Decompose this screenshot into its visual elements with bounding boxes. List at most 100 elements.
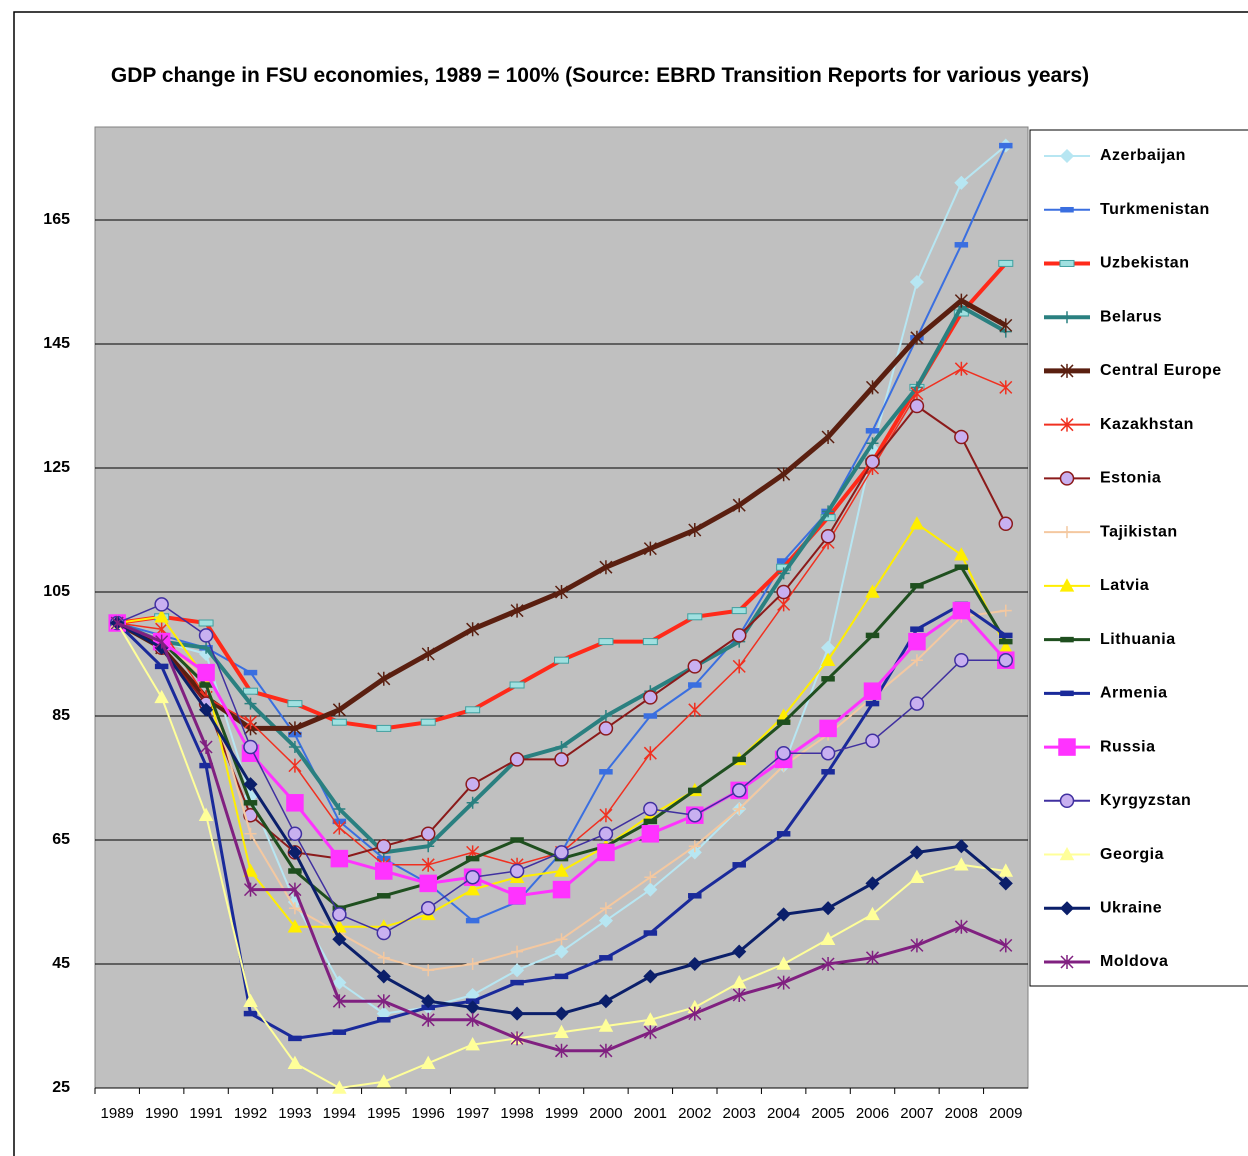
marker [687,613,703,621]
marker [287,1055,303,1069]
marker [376,1074,392,1088]
marker [376,925,392,941]
marker [554,1006,569,1021]
marker [332,975,347,990]
marker [465,1037,480,1051]
marker [288,721,302,736]
marker [1060,636,1074,643]
marker [998,259,1014,267]
marker [910,583,924,589]
marker [732,756,746,763]
marker [1060,955,1074,969]
marker [733,803,746,815]
marker [999,142,1013,149]
legend-label: Moldova [1100,953,1168,970]
marker [822,505,835,518]
marker [333,803,346,815]
marker [642,638,658,646]
marker [288,902,301,915]
marker [688,523,702,537]
marker [244,827,257,840]
marker [865,700,880,707]
marker [910,626,924,632]
marker [599,808,613,823]
marker [687,956,702,972]
marker [643,541,657,556]
marker [510,963,525,978]
legend-label: Tajikistan [1100,523,1178,540]
marker [199,682,213,688]
x-tick-label: 2007 [900,1105,933,1122]
x-tick-label: 1991 [189,1105,222,1122]
x-tick-label: 2004 [767,1105,800,1122]
plot-area [94,126,1029,1089]
marker [1059,901,1075,916]
marker [330,849,349,868]
y-tick-label: 85 [52,707,70,724]
marker [420,826,436,842]
marker [732,659,746,674]
marker [1060,206,1074,213]
marker [732,498,746,513]
marker [909,845,924,860]
marker [1059,578,1075,592]
legend-label: Lithuania [1100,631,1176,648]
marker [954,652,969,668]
marker [422,840,435,853]
marker [243,882,258,897]
marker [419,874,437,893]
marker [1060,363,1074,378]
marker [288,868,302,874]
marker [243,800,258,806]
x-tick-label: 2008 [945,1105,978,1122]
marker [909,398,925,414]
marker [954,547,969,561]
marker [643,818,658,825]
marker [688,787,702,794]
marker [510,837,524,843]
marker [377,671,391,686]
marker [865,632,880,639]
marker [643,1012,658,1026]
marker [821,676,835,682]
marker [376,724,392,732]
marker [554,845,569,860]
legend-label: Estonia [1100,470,1161,487]
marker [865,876,880,891]
chart-title: GDP change in FSU economies, 1989 = 100%… [110,64,1090,87]
marker [286,794,304,812]
marker [243,1010,258,1017]
marker [465,776,480,792]
marker [554,944,569,959]
marker [865,950,880,965]
marker [198,628,214,643]
marker [598,826,614,842]
marker [332,919,347,933]
marker [998,863,1014,877]
marker [643,690,658,705]
marker [332,820,346,835]
marker [598,721,614,736]
marker [598,1018,614,1032]
marker [154,663,169,670]
marker [509,863,525,879]
marker [776,831,791,837]
marker [998,652,1014,668]
marker [954,361,968,376]
marker [909,516,925,530]
marker [732,862,746,868]
marker [243,863,258,877]
marker [1058,738,1076,756]
marker [465,917,480,924]
marker [199,702,214,717]
marker [863,682,882,700]
y-tick-label: 65 [52,831,70,848]
marker [288,741,301,753]
marker [820,652,836,666]
marker [288,1035,302,1042]
marker [821,901,836,916]
y-tick-label: 145 [43,335,70,352]
marker [287,845,302,860]
